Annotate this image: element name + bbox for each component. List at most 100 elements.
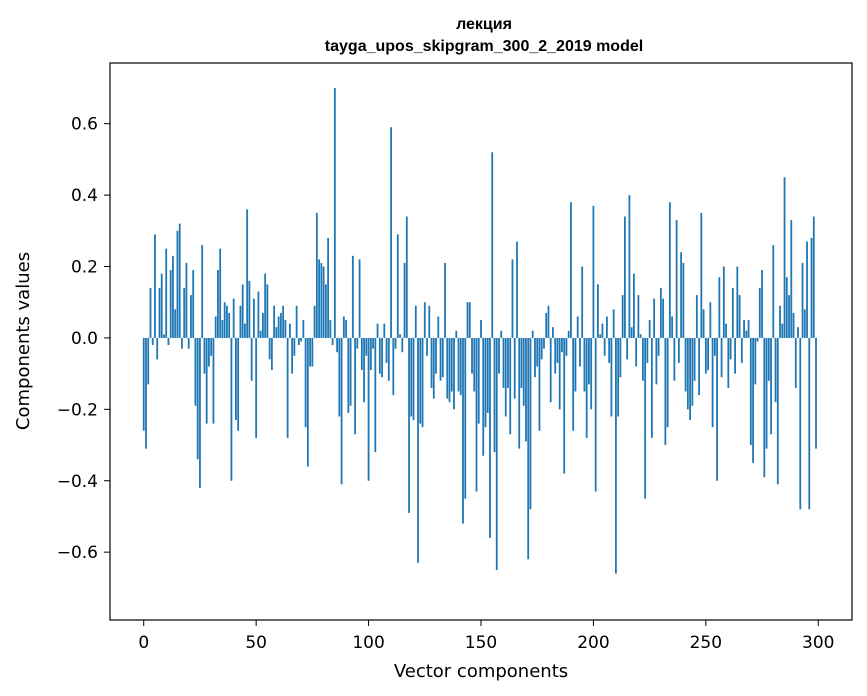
bar [693, 337, 696, 381]
bar [815, 337, 817, 449]
bar [797, 327, 799, 338]
y-tick-label: −0.2 [57, 400, 98, 420]
bar [711, 337, 714, 428]
bar [779, 305, 781, 338]
bar [275, 327, 278, 338]
bar [158, 287, 161, 338]
bar [484, 337, 487, 428]
bar [486, 337, 489, 413]
bar [426, 337, 428, 356]
bar [583, 337, 586, 392]
bar [167, 337, 170, 346]
bar [722, 266, 725, 338]
bar [147, 337, 150, 385]
bar [752, 337, 754, 463]
bar [369, 337, 372, 371]
bar [250, 337, 253, 381]
bar [462, 337, 464, 524]
bar [468, 302, 471, 338]
bar [372, 337, 374, 349]
bar [606, 316, 608, 338]
bar [698, 337, 701, 396]
bar [439, 337, 442, 381]
bar [626, 337, 629, 360]
bar [405, 216, 408, 338]
bar [194, 337, 197, 406]
bar [709, 302, 712, 338]
bar [340, 337, 343, 485]
bar [666, 337, 669, 428]
bar [383, 323, 386, 338]
bar [520, 337, 523, 388]
bar [776, 337, 779, 485]
bar [662, 298, 665, 338]
bar [358, 259, 361, 338]
bar [785, 277, 788, 338]
bar [160, 273, 163, 338]
bar [702, 309, 705, 338]
bar [617, 337, 620, 417]
bar [547, 305, 550, 338]
bar [428, 305, 431, 338]
bar [291, 337, 294, 374]
bar [261, 312, 264, 338]
bar [145, 337, 147, 449]
bar [740, 337, 743, 363]
bar [527, 337, 530, 560]
bar [747, 320, 750, 338]
bar [736, 266, 739, 338]
bar [588, 337, 590, 385]
bar [396, 234, 399, 338]
bar [203, 337, 206, 374]
bar [351, 255, 354, 338]
bar [360, 337, 363, 371]
bar [410, 337, 413, 417]
bar [412, 337, 415, 421]
bar [624, 216, 626, 338]
bar [615, 337, 617, 574]
bar [151, 337, 154, 346]
bar [801, 262, 804, 338]
bar [635, 337, 638, 367]
bar [453, 337, 455, 410]
bar [522, 337, 525, 406]
bar [511, 259, 514, 338]
bar [493, 337, 496, 453]
bar [288, 323, 291, 338]
bar [208, 337, 210, 367]
bar [264, 273, 267, 338]
bar [543, 337, 545, 349]
bar [495, 337, 498, 571]
bar [581, 266, 584, 338]
bar [610, 337, 613, 417]
y-axis-label: Components values [13, 252, 34, 430]
y-tick-label: −0.6 [57, 543, 98, 563]
bar [788, 295, 790, 338]
bar [257, 291, 260, 338]
bar [538, 337, 541, 431]
bar [758, 287, 761, 338]
bar [480, 320, 482, 338]
x-tick-label: 100 [352, 633, 384, 653]
bar [239, 305, 242, 338]
bar [392, 337, 395, 396]
bar [621, 295, 624, 338]
bar [646, 337, 649, 363]
bar [529, 337, 532, 510]
bar [567, 330, 570, 338]
bar [309, 337, 312, 367]
bar [324, 284, 327, 338]
bar [675, 220, 678, 338]
x-tick-label: 0 [138, 633, 149, 653]
bar [327, 237, 330, 338]
bar [579, 337, 581, 367]
bar [720, 337, 723, 378]
bar [295, 305, 298, 338]
bar [653, 298, 656, 338]
bar [268, 337, 271, 360]
x-tick-label: 200 [577, 633, 609, 653]
bar [608, 337, 611, 363]
bar [286, 337, 289, 438]
bar [385, 337, 388, 363]
bar [725, 323, 727, 338]
